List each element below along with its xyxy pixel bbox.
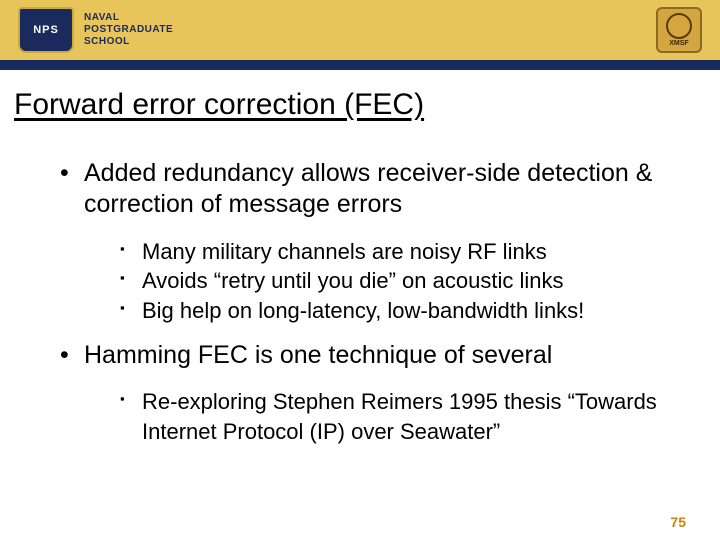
list-item: Big help on long-latency, low-bandwidth … [120, 296, 684, 326]
bullet-list: Added redundancy allows receiver-side de… [36, 158, 684, 446]
page-number: 75 [670, 514, 686, 530]
nps-shield-logo: NPS [18, 7, 74, 53]
sub-bullet-list: Many military channels are noisy RF link… [84, 237, 684, 326]
bullet-text: Big help on long-latency, low-bandwidth … [142, 298, 584, 323]
bullet-text: Many military channels are noisy RF link… [142, 239, 547, 264]
shield-text: NPS [33, 24, 59, 36]
list-item: Many military channels are noisy RF link… [120, 237, 684, 267]
org-name: NAVAL POSTGRADUATE SCHOOL [84, 12, 173, 48]
bullet-text: Avoids “retry until you die” on acoustic… [142, 268, 563, 293]
sub-bullet-list: Re-exploring Stephen Reimers 1995 thesis… [84, 387, 684, 446]
list-item: Re-exploring Stephen Reimers 1995 thesis… [120, 387, 684, 446]
org-line2: POSTGRADUATE [84, 24, 173, 36]
xmsf-label: XMSF [669, 40, 688, 47]
list-item: Hamming FEC is one technique of several … [60, 340, 684, 447]
navy-divider-bar [0, 60, 720, 70]
org-line3: SCHOOL [84, 36, 173, 48]
list-item: Avoids “retry until you die” on acoustic… [120, 266, 684, 296]
content-area: Added redundancy allows receiver-side de… [0, 122, 720, 446]
bullet-text: Hamming FEC is one technique of several [84, 341, 552, 369]
org-line1: NAVAL [84, 12, 173, 24]
header-band: NPS NAVAL POSTGRADUATE SCHOOL XMSF [0, 0, 720, 60]
bullet-text: Added redundancy allows receiver-side de… [84, 159, 652, 218]
title-row: Forward error correction (FEC) [14, 88, 720, 122]
list-item: Added redundancy allows receiver-side de… [60, 158, 684, 326]
xmsf-circle-icon [666, 13, 692, 39]
page-title: Forward error correction (FEC) [14, 88, 424, 121]
xmsf-badge-icon: XMSF [656, 7, 702, 53]
bullet-text: Re-exploring Stephen Reimers 1995 thesis… [142, 389, 657, 444]
